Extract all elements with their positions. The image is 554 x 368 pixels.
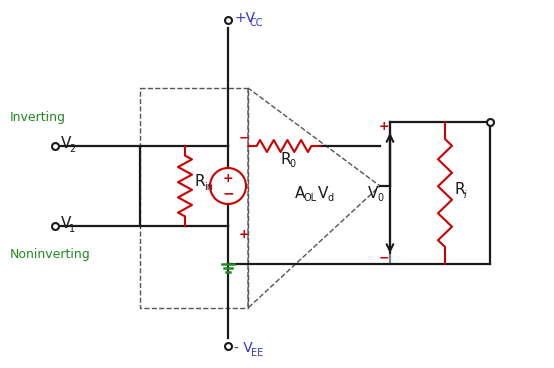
Text: i: i [464,190,467,200]
Text: −: − [379,251,389,265]
Text: - V: - V [234,341,253,355]
Text: +V: +V [234,11,255,25]
Text: EE: EE [251,348,263,358]
Text: 1: 1 [69,224,75,234]
Text: 2: 2 [69,144,75,154]
Text: V: V [368,185,378,201]
Text: V: V [61,216,71,231]
Text: Noninverting: Noninverting [10,248,91,261]
Text: R: R [280,152,291,167]
Text: R: R [195,174,206,190]
Text: 0: 0 [377,193,383,203]
Text: CC: CC [249,18,263,28]
Text: R: R [455,181,465,197]
Text: 0: 0 [289,159,295,169]
Text: +: + [223,173,233,185]
Text: +: + [379,120,389,132]
Text: −: − [239,131,249,145]
Text: OL: OL [304,193,317,203]
Text: d: d [327,193,333,203]
Text: Inverting: Inverting [10,111,66,124]
Text: −: − [222,186,234,200]
Text: in: in [204,182,213,192]
Text: V: V [318,187,329,202]
Text: V: V [61,137,71,152]
Text: A: A [295,187,305,202]
Text: +: + [239,227,249,241]
